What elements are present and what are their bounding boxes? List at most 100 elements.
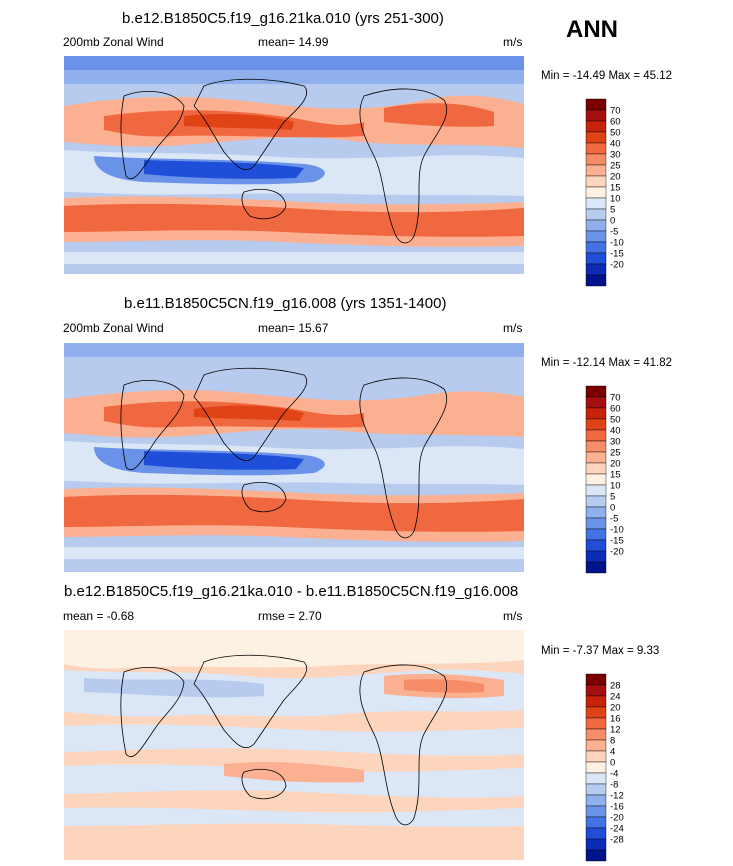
colorbar-swatch [585, 849, 607, 862]
colorbar-level-label: 24 [610, 692, 621, 703]
colorbar-level-label: -5 [610, 227, 618, 238]
colorbar-swatch [585, 230, 607, 243]
colorbar-level-label: 15 [610, 183, 621, 194]
colorbar-swatch [585, 695, 607, 708]
panel-1-map [64, 56, 524, 274]
colorbar-swatch [585, 252, 607, 265]
panel-1-title: b.e12.B1850C5.f19_g16.21ka.010 (yrs 251-… [122, 10, 444, 27]
colorbar-swatch [585, 418, 607, 431]
colorbar-swatch [585, 816, 607, 829]
colorbar-swatch [585, 506, 607, 519]
colorbar-level-label: 15 [610, 470, 621, 481]
colorbar-level-label: 12 [610, 725, 621, 736]
colorbar-level-label: -20 [610, 260, 624, 271]
colorbar-level-label: 10 [610, 481, 621, 492]
colorbar-level-label: 0 [610, 503, 615, 514]
colorbar-swatch [585, 429, 607, 442]
panel-1-units: m/s [503, 35, 523, 49]
colorbar-swatch [585, 495, 607, 508]
colorbar-swatch [585, 728, 607, 741]
colorbar-swatch [585, 805, 607, 818]
colorbar-swatch [585, 440, 607, 453]
colorbar-swatch [585, 750, 607, 763]
colorbar-level-label: 5 [610, 205, 615, 216]
colorbar-level-label: 8 [610, 736, 615, 747]
colorbar-swatch [585, 407, 607, 420]
colorbar-level-label: 20 [610, 172, 621, 183]
colorbar-level-label: 28 [610, 681, 621, 692]
colorbar-swatch [585, 451, 607, 464]
colorbar-level-label: 25 [610, 448, 621, 459]
colorbar-level-label: -4 [610, 769, 618, 780]
colorbar-level-label: 16 [610, 714, 621, 725]
colorbar-swatch [585, 827, 607, 840]
colorbar-level-label: -16 [610, 802, 624, 813]
colorbar-swatch [585, 385, 607, 398]
colorbar-level-label: -8 [610, 780, 618, 791]
colorbar-swatch [585, 164, 607, 177]
panel-2-units: m/s [503, 321, 523, 335]
colorbar-level-label: 40 [610, 426, 621, 437]
colorbar-swatch [585, 550, 607, 563]
panel-3-rmse-label: rmse = 2.70 [258, 609, 322, 623]
colorbar-swatch [585, 197, 607, 210]
colorbar-swatch [585, 120, 607, 133]
colorbar-swatch [585, 98, 607, 111]
colorbar-level-label: 30 [610, 437, 621, 448]
colorbar-level-label: 4 [610, 747, 615, 758]
colorbar-level-label: 10 [610, 194, 621, 205]
colorbar-swatch [585, 153, 607, 166]
colorbar-swatch [585, 739, 607, 752]
colorbar-level-label: -12 [610, 791, 624, 802]
colorbar-level-label: -20 [610, 547, 624, 558]
panel-2-minmax: Min = -12.14 Max = 41.82 [541, 357, 673, 369]
colorbar-swatch [585, 462, 607, 475]
colorbar-level-label: -20 [610, 813, 624, 824]
colorbar-swatch [585, 131, 607, 144]
colorbar-swatch [585, 219, 607, 232]
colorbar-swatch [585, 684, 607, 697]
colorbar-swatch [585, 263, 607, 276]
colorbar-level-label: 0 [610, 216, 615, 227]
colorbar-swatch [585, 241, 607, 254]
panel-3-map [64, 630, 524, 860]
colorbar-swatch [585, 109, 607, 122]
colorbar-level-label: -5 [610, 514, 618, 525]
colorbar-swatch [585, 208, 607, 221]
colorbar-level-label: -28 [610, 835, 624, 846]
colorbar-level-label: 20 [610, 703, 621, 714]
colorbar-swatch [585, 142, 607, 155]
panel-3-title: b.e12.B1850C5.f19_g16.21ka.010 - b.e11.B… [64, 583, 519, 600]
colorbar-swatch [585, 473, 607, 486]
colorbar-swatch [585, 528, 607, 541]
season-label: ANN [566, 16, 618, 43]
colorbar-swatch [585, 706, 607, 719]
colorbar-level-label: 30 [610, 150, 621, 161]
colorbar-swatch [585, 794, 607, 807]
panel-1-variable-label: 200mb Zonal Wind [63, 35, 164, 49]
colorbar-level-label: 40 [610, 139, 621, 150]
colorbar-level-label: 50 [610, 415, 621, 426]
colorbar-swatch [585, 274, 607, 287]
colorbar-swatch [585, 484, 607, 497]
colorbar-swatch [585, 717, 607, 730]
panel-2-variable-label: 200mb Zonal Wind [63, 321, 164, 335]
colorbar-swatch [585, 396, 607, 409]
colorbar-swatch [585, 838, 607, 851]
colorbar-level-label: 0 [610, 758, 615, 769]
panel-3-minmax: Min = -7.37 Max = 9.33 [541, 645, 660, 657]
colorbar-level-label: -10 [610, 238, 624, 249]
panel-1-mean-label: mean= 14.99 [258, 35, 329, 49]
panel-2-mean-label: mean= 15.67 [258, 321, 329, 335]
colorbar-swatch [585, 561, 607, 574]
colorbar-swatch [585, 673, 607, 686]
colorbar-swatch [585, 175, 607, 188]
colorbar-swatch [585, 783, 607, 796]
panel-1-minmax: Min = -14.49 Max = 45.12 [541, 70, 673, 82]
colorbar-level-label: 70 [610, 106, 621, 117]
colorbar-level-label: 20 [610, 459, 621, 470]
colorbar-level-label: -10 [610, 525, 624, 536]
